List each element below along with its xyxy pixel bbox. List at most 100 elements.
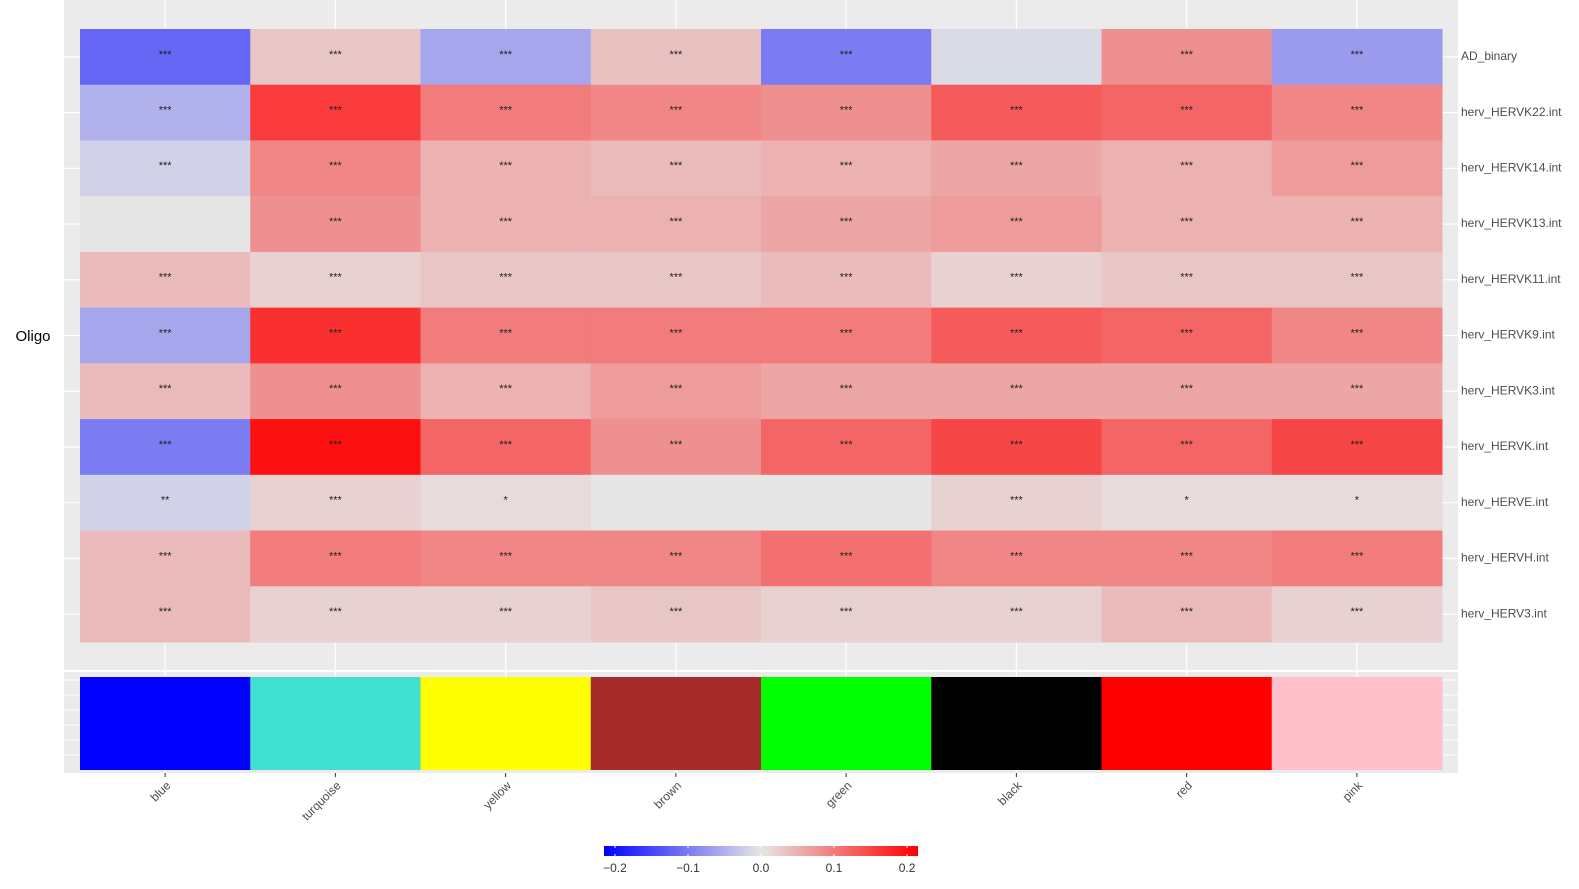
significance-label: *** <box>669 216 683 228</box>
cell <box>761 140 932 197</box>
cell <box>1271 586 1443 643</box>
cell <box>931 419 1102 476</box>
cell <box>1271 251 1443 309</box>
significance-label: *** <box>840 383 854 395</box>
significance-label: *** <box>669 272 683 284</box>
significance-label: *** <box>1350 606 1364 618</box>
module-color <box>80 677 251 770</box>
significance-label: *** <box>840 550 854 562</box>
significance-label: *** <box>329 550 343 562</box>
cell <box>80 474 251 532</box>
cell <box>80 419 251 476</box>
cell <box>931 29 1102 86</box>
significance-label: *** <box>159 160 173 172</box>
cell <box>80 251 251 309</box>
significance-label: *** <box>499 383 513 395</box>
cell <box>80 307 251 364</box>
significance-label: *** <box>329 104 343 116</box>
significance-label: *** <box>1180 383 1194 395</box>
row-label: AD_binary <box>1461 49 1517 63</box>
significance-label: ** <box>161 495 170 507</box>
significance-label: *** <box>1010 327 1024 339</box>
significance-label: *** <box>1180 104 1194 116</box>
significance-label: *** <box>329 439 343 451</box>
significance-label: *** <box>840 272 854 284</box>
cell <box>80 530 251 587</box>
significance-label: *** <box>1010 606 1024 618</box>
module-color <box>420 677 592 770</box>
cell <box>1101 84 1273 141</box>
significance-label: *** <box>159 439 173 451</box>
x-tick-label: brown <box>651 778 684 811</box>
cell <box>1101 307 1273 364</box>
significance-label: *** <box>1350 216 1364 228</box>
module-color <box>250 677 421 770</box>
significance-label: *** <box>329 327 343 339</box>
x-tick-label: turquoise <box>299 778 344 823</box>
significance-label: *** <box>499 216 513 228</box>
cell <box>1101 474 1273 532</box>
significance-label: *** <box>329 272 343 284</box>
cell <box>1101 196 1273 253</box>
row-group-label: Oligo <box>15 328 50 345</box>
significance-label: *** <box>1350 383 1364 395</box>
significance-label: *** <box>499 439 513 451</box>
significance-label: *** <box>669 606 683 618</box>
significance-label: *** <box>669 550 683 562</box>
significance-label: *** <box>159 606 173 618</box>
row-label: herv_HERVK13.int <box>1461 216 1562 230</box>
significance-label: *** <box>1010 383 1024 395</box>
cell <box>250 363 421 420</box>
x-tick-label: green <box>823 778 855 810</box>
cell <box>761 251 932 309</box>
significance-label: *** <box>1180 160 1194 172</box>
row-label: herv_HERVK.int <box>1461 439 1549 453</box>
cell <box>250 474 421 532</box>
significance-label: *** <box>499 606 513 618</box>
significance-label: *** <box>840 606 854 618</box>
significance-label: *** <box>1350 49 1364 61</box>
significance-label: *** <box>669 104 683 116</box>
module-color <box>1101 677 1273 770</box>
colorbar-tick-label: −0.1 <box>676 861 700 875</box>
cell <box>250 84 421 141</box>
cell <box>420 29 592 86</box>
cell <box>590 586 762 643</box>
cell <box>931 140 1102 197</box>
significance-label: *** <box>329 495 343 507</box>
significance-label: *** <box>1010 272 1024 284</box>
cell <box>1101 586 1273 643</box>
cell <box>931 251 1102 309</box>
cell <box>931 307 1102 364</box>
significance-label: *** <box>1180 272 1194 284</box>
row-label: herv_HERVK22.int <box>1461 105 1562 119</box>
cell <box>420 140 592 197</box>
cell <box>1271 29 1443 86</box>
cell <box>761 196 932 253</box>
significance-label: *** <box>840 49 854 61</box>
cell <box>250 307 421 364</box>
significance-label: *** <box>329 383 343 395</box>
cell <box>420 363 592 420</box>
colorbar-tick-label: 0.2 <box>899 861 916 875</box>
significance-label: *** <box>840 439 854 451</box>
cell <box>250 586 421 643</box>
cell <box>590 196 762 253</box>
significance-label: *** <box>499 272 513 284</box>
cell <box>931 84 1102 141</box>
significance-label: *** <box>669 49 683 61</box>
significance-label: *** <box>1350 272 1364 284</box>
cell <box>420 84 592 141</box>
row-label: herv_HERVK11.int <box>1461 272 1561 286</box>
cell <box>1101 419 1273 476</box>
significance-label: *** <box>840 104 854 116</box>
cell <box>1101 140 1273 197</box>
cell <box>1101 29 1273 86</box>
significance-label: *** <box>329 606 343 618</box>
cell <box>761 363 932 420</box>
cell <box>1271 419 1443 476</box>
module-color <box>1271 677 1443 770</box>
significance-label: *** <box>159 272 173 284</box>
significance-label: *** <box>499 327 513 339</box>
cell <box>420 251 592 309</box>
